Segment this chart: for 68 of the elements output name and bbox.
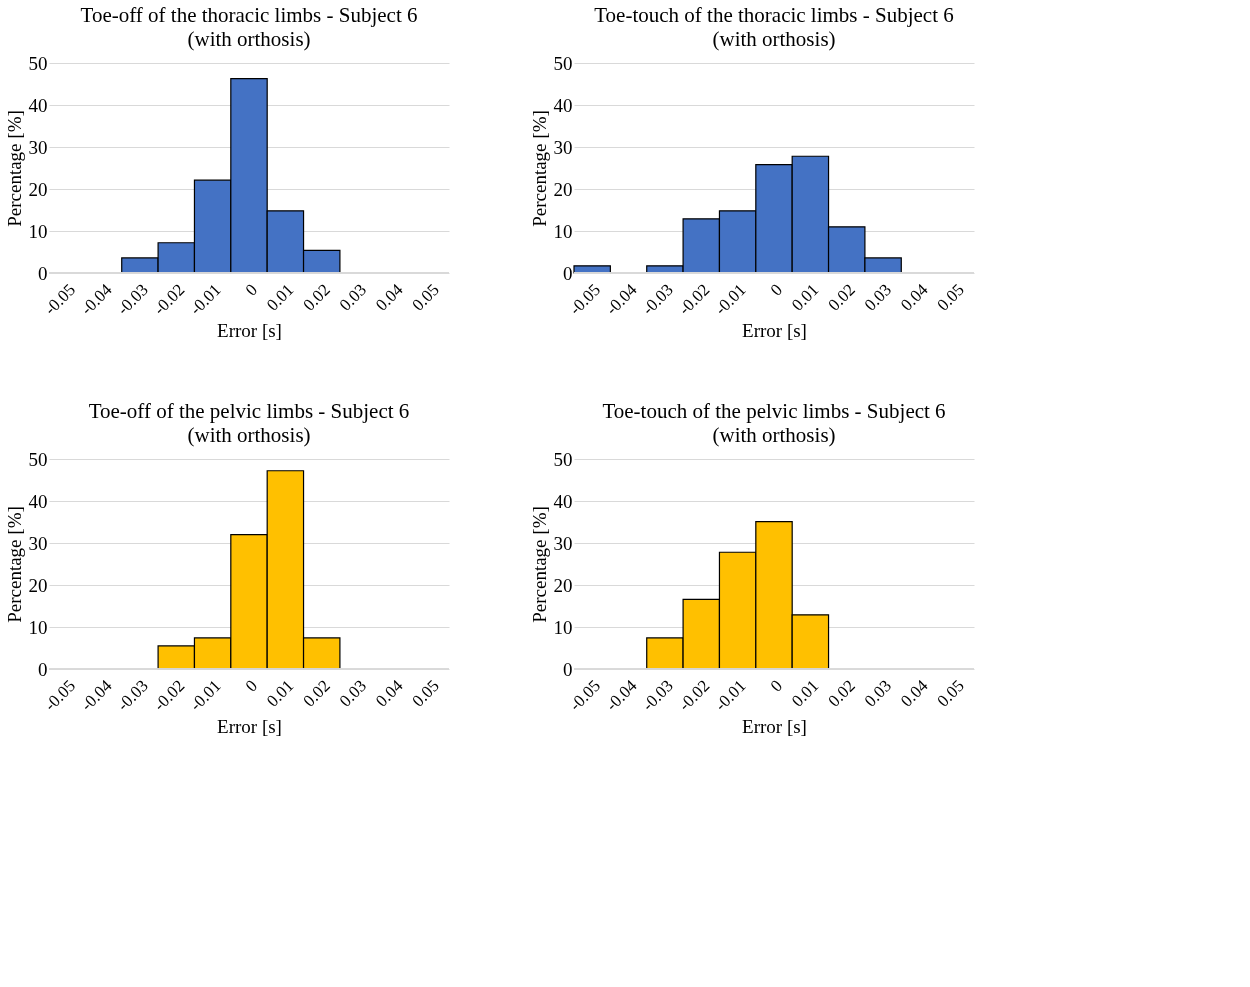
chart-title: Toe-off of the thoracic limbs - Subject 6 [80, 3, 418, 27]
y-tick-label: 50 [553, 52, 573, 74]
y-tick-label: 40 [28, 94, 48, 116]
y-tick-label: 10 [553, 616, 573, 638]
y-tick-label: 20 [28, 178, 48, 200]
y-tick-label: 10 [28, 220, 48, 242]
x-tick-label: 0.02 [299, 676, 334, 711]
x-axis-title: Error [s] [217, 715, 282, 737]
chart-title: Toe-touch of the pelvic limbs - Subject 6 [602, 399, 946, 423]
x-tick-label: 0.03 [335, 280, 371, 315]
y-axis-title: Percentage [%] [528, 110, 550, 227]
y-tick-label: 0 [563, 262, 573, 284]
x-tick-label: 0.03 [335, 676, 371, 711]
x-tick-label: 0.01 [262, 676, 298, 711]
x-tick-label: 0 [241, 676, 262, 696]
y-tick-label: 20 [553, 178, 573, 200]
chart-subtitle: (with orthosis) [187, 423, 311, 447]
y-tick-label: 20 [553, 574, 573, 596]
x-tick-label: 0 [241, 280, 262, 300]
y-axis-title: Percentage [%] [3, 110, 25, 227]
y-axis-title: Percentage [%] [3, 506, 25, 623]
x-tick-label: 0 [766, 676, 787, 696]
y-tick-label: 40 [553, 490, 573, 512]
y-tick-label: 0 [38, 658, 48, 680]
y-tick-label: 40 [553, 94, 573, 116]
y-tick-label: 50 [28, 52, 48, 74]
x-axis-title: Error [s] [742, 715, 807, 737]
x-tick-label: 0.02 [824, 280, 859, 315]
x-tick-label: 0.04 [372, 279, 407, 315]
x-tick-label: 0.05 [408, 280, 443, 315]
y-tick-label: 20 [28, 574, 48, 596]
x-tick-label: 0.01 [787, 280, 823, 315]
x-tick-label: 0.01 [787, 676, 823, 711]
chart-subtitle: (with orthosis) [187, 27, 311, 51]
y-tick-label: 30 [553, 136, 573, 158]
x-tick-label: 0.05 [933, 280, 968, 315]
x-tick-label: 0.03 [860, 676, 896, 711]
x-axis-title: Error [s] [217, 319, 282, 341]
x-tick-label: -0.01 [186, 676, 225, 715]
y-tick-label: 50 [28, 448, 48, 470]
y-tick-label: 30 [553, 532, 573, 554]
y-tick-label: 0 [38, 262, 48, 284]
x-tick-label: 0.04 [897, 279, 932, 315]
x-tick-label: 0.04 [372, 675, 407, 711]
x-tick-label: 0.05 [933, 676, 968, 711]
x-tick-label: 0.01 [262, 280, 298, 315]
y-axis-title: Percentage [%] [528, 506, 550, 623]
x-tick-label: 0.04 [897, 675, 932, 711]
x-tick-label: -0.01 [186, 280, 225, 319]
x-tick-label: 0.03 [860, 280, 896, 315]
y-tick-label: 0 [563, 658, 573, 680]
y-tick-label: 40 [28, 490, 48, 512]
chart-title: Toe-off of the pelvic limbs - Subject 6 [88, 399, 410, 423]
x-tick-label: -0.01 [711, 280, 750, 319]
y-tick-label: 10 [553, 220, 573, 242]
x-tick-label: 0.02 [299, 280, 334, 315]
x-tick-label: 0 [766, 280, 787, 300]
chart-subtitle: (with orthosis) [712, 423, 836, 447]
y-tick-label: 10 [28, 616, 48, 638]
x-axis-title: Error [s] [742, 319, 807, 341]
y-tick-label: 30 [28, 532, 48, 554]
x-tick-label: -0.01 [711, 676, 750, 715]
chart-title: Toe-touch of the thoracic limbs - Subject 6 [594, 3, 954, 27]
y-tick-label: 30 [28, 136, 48, 158]
x-tick-label: 0.02 [824, 676, 859, 711]
y-tick-label: 50 [553, 448, 573, 470]
x-tick-label: 0.05 [408, 676, 443, 711]
chart-subtitle: (with orthosis) [712, 27, 836, 51]
